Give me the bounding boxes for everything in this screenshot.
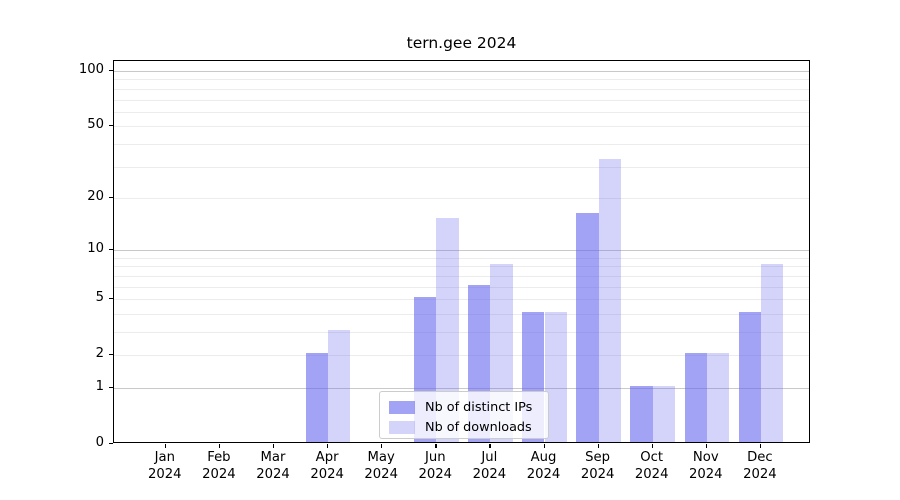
bar-sep-ips (576, 213, 599, 442)
gridline-4 (114, 313, 809, 315)
gridline-1 (114, 388, 809, 390)
x-tick-mark-nov (705, 444, 708, 448)
y-tick-label-50: 50 (87, 117, 104, 133)
x-tick-label-oct: Oct 2024 (634, 450, 669, 482)
chart-title: tern.gee 2024 (406, 34, 517, 52)
y-tick-label-0: 0 (95, 435, 104, 450)
x-tick-mark-jan (164, 444, 167, 448)
y-tick-label-20: 20 (87, 188, 104, 204)
bar-apr-downloads (328, 330, 351, 442)
y-tick-mark-50 (109, 125, 113, 127)
legend-swatch-distinct-ips (389, 400, 415, 414)
x-tick-label-may: May 2024 (364, 450, 398, 482)
gridline-80 (114, 88, 809, 90)
legend-item-downloads: Nb of downloads (380, 417, 548, 437)
gridline-60 (114, 111, 809, 113)
legend-swatch-downloads (389, 420, 415, 434)
x-tick-mark-may (381, 444, 383, 448)
bar-oct-ips (630, 386, 653, 442)
bar-nov-ips (684, 353, 707, 442)
x-tick-mark-sep (597, 444, 599, 448)
y-tick-label-10: 10 (87, 241, 104, 257)
gridline-70 (114, 99, 809, 101)
gridline-50 (114, 126, 809, 128)
legend-label: Nb of distinct IPs (425, 399, 533, 415)
gridline-8 (114, 266, 809, 268)
x-tick-label-mar: Mar 2024 (256, 450, 290, 482)
x-tick-label-nov: Nov 2024 (689, 450, 723, 482)
x-tick-label-dec: Dec 2024 (743, 450, 777, 482)
bar-nov-downloads (706, 353, 730, 442)
y-tick-label-1: 1 (95, 379, 104, 394)
x-tick-mark-mar (273, 444, 275, 448)
x-tick-mark-oct (651, 444, 653, 448)
x-tick-mark-apr (327, 444, 329, 448)
gridline-20 (114, 197, 809, 199)
gridline-5 (114, 299, 809, 301)
gridline-90 (114, 79, 809, 81)
gridline-100 (114, 71, 809, 73)
bar-aug-downloads (544, 311, 567, 442)
y-tick-label-5: 5 (95, 290, 104, 306)
bar-dec-ips (738, 311, 761, 442)
gridline-30 (114, 166, 809, 168)
x-tick-label-sep: Sep 2024 (580, 450, 615, 482)
bar-sep-downloads (598, 159, 621, 442)
x-tick-label-jun: Jun 2024 (418, 450, 453, 482)
x-tick-label-jul: Jul 2024 (472, 450, 507, 482)
x-tick-label-apr: Apr 2024 (310, 450, 344, 482)
bar-jun-downloads (436, 217, 459, 442)
x-tick-mark-aug (543, 444, 545, 448)
legend-item-distinct-ips: Nb of distinct IPs (380, 397, 548, 417)
x-tick-label-feb: Feb 2024 (202, 450, 236, 482)
legend: Nb of distinct IPs Nb of downloads (379, 391, 549, 439)
gridline-10 (114, 250, 809, 252)
x-tick-label-jan: Jan 2024 (148, 450, 182, 482)
x-tick-label-aug: Aug 2024 (526, 450, 561, 482)
gridline-3 (114, 332, 809, 333)
y-tick-label-100: 100 (78, 62, 104, 77)
legend-label: Nb of downloads (425, 419, 532, 435)
gridline-7 (114, 275, 809, 277)
bar-dec-downloads (760, 264, 784, 442)
x-tick-mark-dec (759, 444, 762, 448)
y-tick-mark-10 (109, 249, 113, 251)
bar-apr-ips (305, 353, 329, 442)
y-tick-mark-100 (109, 70, 113, 72)
plot-area: Nb of distinct IPs Nb of downloads (113, 60, 810, 443)
y-tick-label-2: 2 (95, 346, 104, 362)
y-tick-mark-20 (109, 196, 113, 199)
y-tick-mark-5 (109, 298, 113, 300)
y-tick-mark-2 (109, 354, 113, 356)
bar-oct-downloads (652, 386, 675, 442)
gridline-2 (114, 355, 809, 357)
gridline-6 (114, 286, 809, 288)
x-tick-mark-jul (489, 444, 491, 448)
x-tick-mark-feb (218, 444, 221, 448)
y-tick-mark-0 (109, 443, 113, 445)
y-tick-mark-1 (109, 387, 113, 389)
gridline-40 (114, 143, 809, 145)
x-tick-mark-jun (435, 444, 437, 448)
gridline-9 (114, 257, 809, 259)
